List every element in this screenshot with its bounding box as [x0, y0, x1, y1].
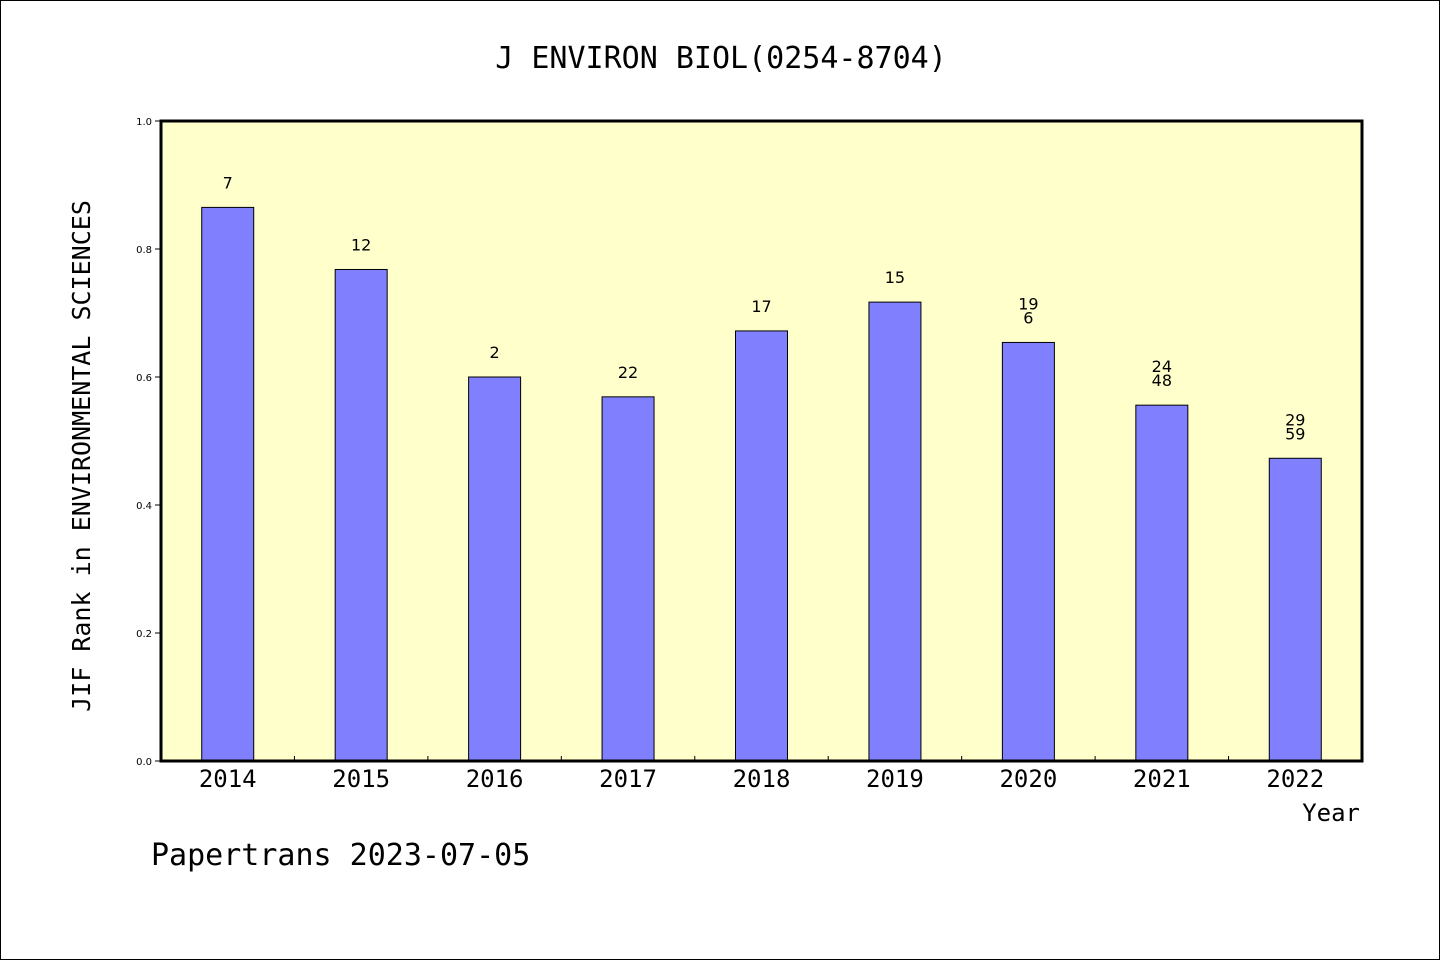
bar-value-label: 19 — [1018, 294, 1038, 313]
bar-2015 — [334, 268, 388, 762]
y-tick-label: 0.6 — [136, 373, 152, 384]
y-axis: 0.0 0.2 0.4 0.6 0.8 1.0 — [136, 117, 161, 768]
bar-value-label: 17 — [751, 297, 771, 316]
x-tick-label: 2017 — [599, 765, 657, 793]
bar-value-label: 48 — [1152, 371, 1172, 390]
bar-value-label: 15 — [885, 268, 905, 287]
x-axis-label: Year — [1302, 799, 1360, 827]
y-axis-label: JIF Rank in ENVIRONMENTAL SCIENCES — [67, 200, 96, 712]
y-tick-label: 0.8 — [136, 245, 152, 256]
bar-value-label: 29 — [1285, 410, 1305, 429]
x-tick-label: 2019 — [866, 765, 924, 793]
footer-credit: Papertrans 2023-07-05 — [151, 838, 530, 873]
bar-value-label: 24 — [1152, 357, 1172, 376]
x-tick-label: 2014 — [199, 765, 257, 793]
bar-2016 — [468, 376, 522, 762]
plot-border — [159, 119, 1364, 763]
bar-value-label: 22 — [618, 363, 638, 382]
y-tick-label: 0.0 — [136, 757, 152, 768]
y-tick-label: 0.2 — [136, 629, 152, 640]
x-tick-label: 2022 — [1266, 765, 1324, 793]
x-axis: 2014 2015 2016 2017 2018 2019 2020 2021 2022 — [199, 756, 1324, 793]
bar-2017 — [601, 396, 655, 762]
bar-2014 — [201, 206, 255, 762]
y-tick-label: 0.4 — [136, 501, 152, 512]
bar-value-label: 6 — [1023, 308, 1033, 327]
bar-value-label: 7 — [223, 173, 233, 192]
x-tick-label: 2016 — [466, 765, 524, 793]
y-tick-label: 1.0 — [136, 117, 152, 128]
x-tick-label: 2020 — [999, 765, 1057, 793]
x-tick-label: 2021 — [1133, 765, 1191, 793]
chart-title: J ENVIRON BIOL(0254-8704) — [495, 41, 947, 76]
bar-2018 — [735, 330, 788, 762]
bar-value-label: 12 — [351, 235, 371, 254]
x-tick-label: 2015 — [332, 765, 390, 793]
x-tick-label: 2018 — [733, 765, 791, 793]
bar-value-label: 59 — [1285, 424, 1305, 443]
bar-value-label: 2 — [490, 343, 500, 362]
bar-2020 — [1001, 341, 1055, 762]
bar-2019 — [868, 301, 922, 762]
bars-group — [201, 206, 1322, 762]
bar-2021 — [1135, 404, 1189, 762]
bar-2022 — [1268, 457, 1322, 762]
